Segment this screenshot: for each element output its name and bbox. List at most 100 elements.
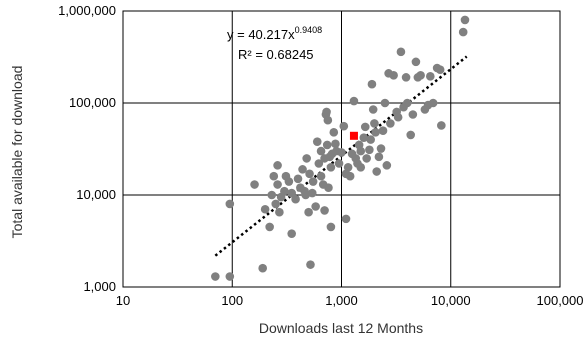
trendline-equation: y = 40.217x0.9408	[227, 25, 322, 42]
r-squared-label: R² = 0.68245	[238, 47, 314, 62]
data-point	[298, 165, 307, 174]
data-point	[269, 171, 279, 181]
data-point	[393, 112, 403, 122]
data-point	[428, 98, 438, 108]
data-point	[460, 15, 470, 25]
data-point	[273, 161, 282, 170]
data-point	[275, 207, 284, 217]
data-point	[322, 140, 332, 150]
data-point	[316, 146, 326, 156]
data-point	[291, 194, 300, 204]
data-point	[406, 130, 416, 140]
data-point	[306, 260, 315, 269]
data-point	[250, 180, 259, 189]
data-point	[308, 177, 318, 186]
data-point	[341, 214, 351, 224]
data-point	[402, 98, 412, 108]
data-point	[331, 139, 340, 149]
data-point	[334, 159, 344, 168]
data-point	[416, 71, 425, 80]
data-point	[293, 174, 303, 184]
tick-labels: 10 100 1,000 10,000 100,000 1,000 10,000 100,00…	[58, 3, 583, 308]
data-point	[320, 206, 329, 215]
data-point	[362, 154, 371, 163]
y-tick-label: 1,000,000	[58, 3, 116, 18]
x-axis-title: Downloads last 12 Months	[259, 320, 423, 336]
data-point	[372, 167, 382, 176]
data-point	[382, 161, 392, 170]
data-point	[323, 115, 333, 125]
data-point	[324, 183, 333, 193]
plot-frame	[122, 10, 561, 288]
data-point	[326, 163, 336, 172]
data-point	[370, 119, 379, 128]
x-tick-label: 100,000	[537, 293, 584, 308]
data-point	[360, 122, 370, 132]
data-point	[389, 71, 398, 80]
data-point	[437, 121, 446, 130]
y-tick-label: 1,000	[83, 279, 116, 294]
data-points	[211, 15, 470, 281]
data-point	[287, 229, 296, 238]
data-point	[301, 190, 310, 200]
data-point	[356, 146, 366, 156]
data-point	[380, 98, 390, 108]
x-tick-label: 10,000	[431, 293, 471, 308]
data-point	[411, 57, 421, 67]
data-point	[258, 263, 268, 273]
data-point	[396, 47, 406, 57]
data-point	[365, 145, 374, 155]
data-point	[225, 272, 235, 281]
data-point	[367, 79, 377, 89]
data-point	[371, 128, 380, 137]
x-tick-label: 100	[221, 293, 243, 308]
data-point	[314, 159, 324, 168]
data-point	[386, 119, 395, 128]
data-point	[305, 169, 314, 179]
data-point	[408, 110, 418, 119]
data-point	[339, 121, 349, 131]
data-point	[260, 204, 270, 214]
data-point	[401, 73, 411, 82]
data-point	[329, 128, 339, 137]
x-tick-label: 10	[116, 293, 130, 308]
data-point	[287, 188, 296, 198]
data-point	[273, 180, 282, 189]
x-tick-label: 1,000	[325, 293, 358, 308]
data-point	[378, 126, 388, 135]
equation-prefix: y = 40.217x	[227, 27, 295, 42]
data-point	[359, 133, 369, 142]
data-point	[311, 202, 320, 211]
data-point	[307, 188, 317, 198]
data-point	[435, 65, 445, 75]
data-point	[304, 207, 313, 217]
data-point	[265, 222, 274, 232]
data-point	[356, 163, 366, 172]
data-point	[316, 171, 326, 181]
data-point	[337, 148, 346, 157]
data-point	[426, 72, 435, 81]
y-axis-title: Total available for download	[9, 66, 25, 239]
data-point	[376, 144, 386, 153]
data-point	[349, 96, 359, 106]
data-point	[368, 105, 378, 114]
highlighted-point	[349, 131, 358, 140]
data-point	[322, 107, 331, 117]
data-point	[345, 171, 355, 181]
data-point	[343, 163, 353, 172]
data-point	[211, 272, 220, 281]
y-tick-label: 10,000	[76, 187, 116, 202]
data-point	[458, 27, 468, 37]
data-point	[267, 190, 277, 200]
data-point	[284, 177, 294, 186]
data-point	[326, 222, 336, 232]
data-point	[366, 135, 375, 144]
data-point	[280, 186, 289, 196]
equation-exponent: 0.9408	[295, 25, 323, 35]
data-point	[312, 137, 322, 146]
data-point	[225, 199, 235, 209]
data-point	[271, 199, 281, 209]
y-tick-label: 100,000	[69, 95, 116, 110]
